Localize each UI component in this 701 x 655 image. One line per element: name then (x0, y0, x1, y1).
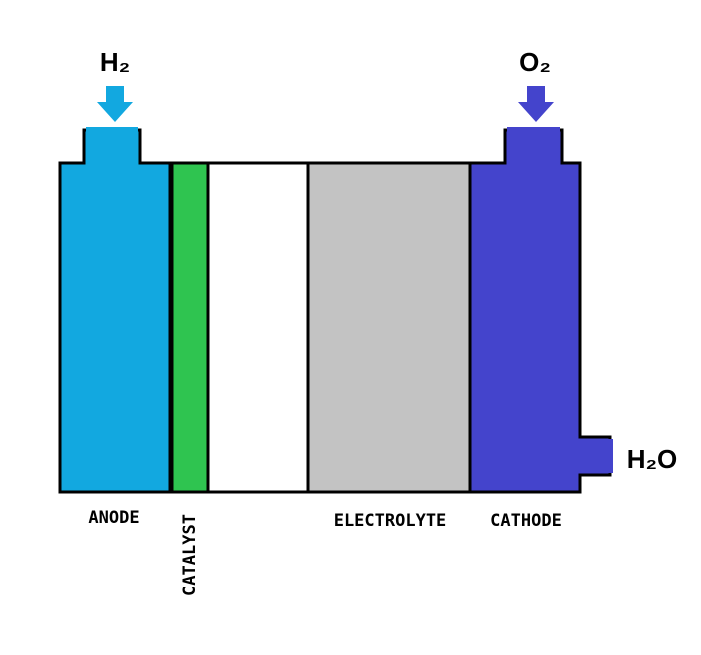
outlet-opening (608, 439, 613, 473)
electrolyte (306, 161, 472, 494)
oxygen-label: O₂ (519, 47, 551, 77)
anode-label: ANODE (88, 508, 139, 528)
arrow-h2 (97, 86, 133, 122)
anode (58, 128, 172, 494)
catalyst (170, 161, 210, 494)
cathode (468, 128, 612, 494)
hydrogen-label: H₂ (100, 47, 130, 77)
cathode-label: CATHODE (490, 511, 562, 531)
inlet-opening (507, 127, 560, 132)
membrane (206, 161, 310, 494)
water-label: H₂O (627, 444, 678, 474)
electrolyte-label: ELECTROLYTE (334, 511, 447, 531)
catalyst-label: CATALYST (180, 514, 200, 596)
inlet-opening (86, 127, 138, 132)
arrow-o2 (518, 86, 554, 122)
